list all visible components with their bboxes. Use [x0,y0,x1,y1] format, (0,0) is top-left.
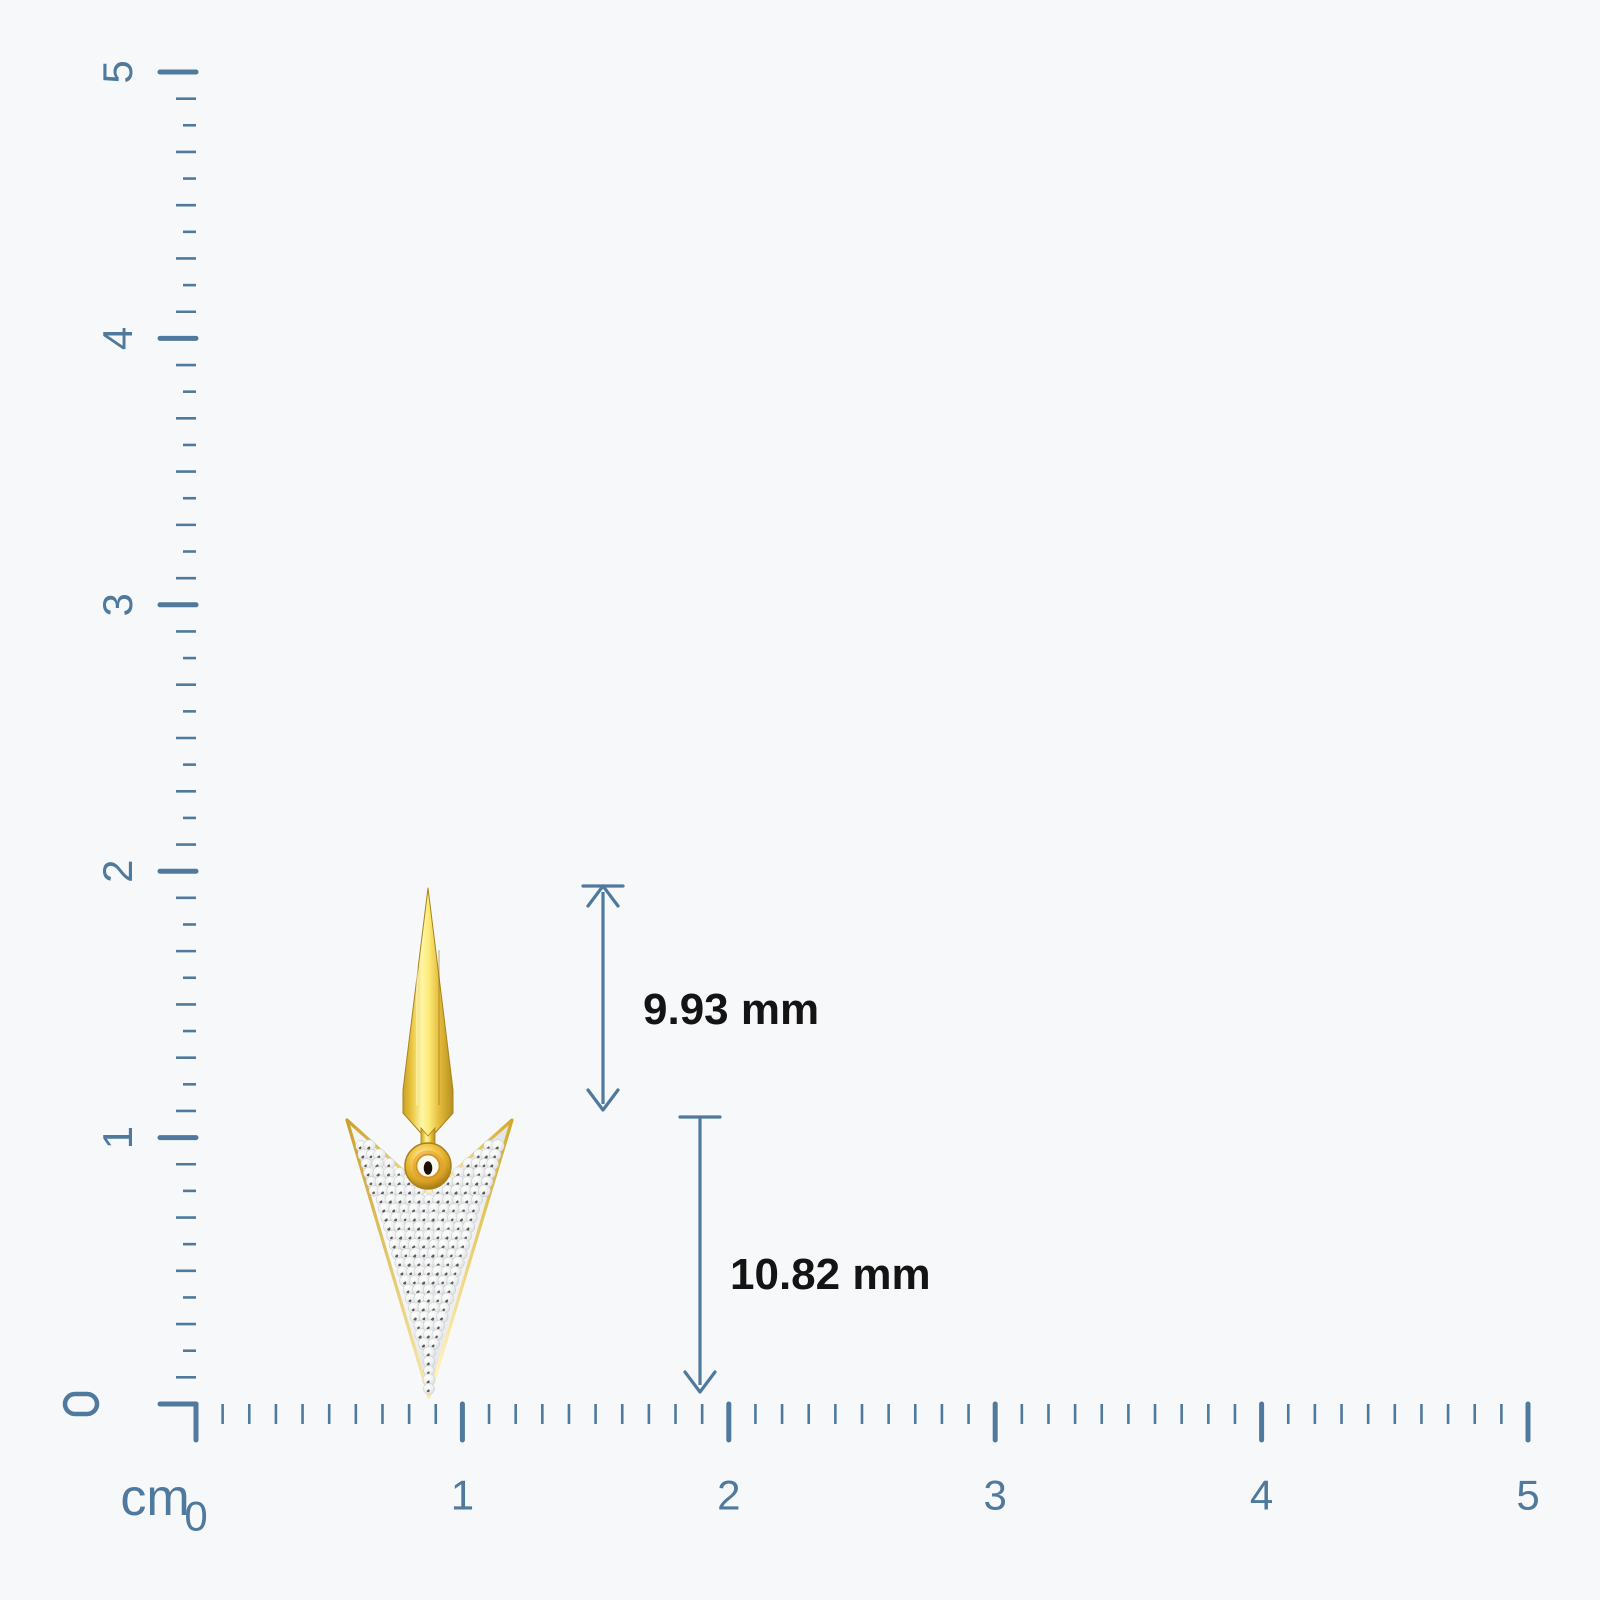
svg-text:2: 2 [717,1471,740,1518]
svg-text:1: 1 [451,1471,474,1518]
svg-text:4: 4 [1250,1471,1273,1518]
svg-text:3: 3 [94,593,141,616]
svg-text:2: 2 [94,860,141,883]
svg-text:5: 5 [94,60,141,83]
svg-text:3: 3 [984,1471,1007,1518]
svg-text:cm: cm [120,1469,189,1527]
svg-text:4: 4 [94,327,141,350]
svg-text:10.82 mm: 10.82 mm [730,1250,931,1299]
svg-text:9.93 mm: 9.93 mm [643,985,819,1034]
svg-text:5: 5 [1516,1471,1539,1518]
svg-text:0: 0 [184,1492,207,1539]
svg-text:1: 1 [94,1126,141,1149]
